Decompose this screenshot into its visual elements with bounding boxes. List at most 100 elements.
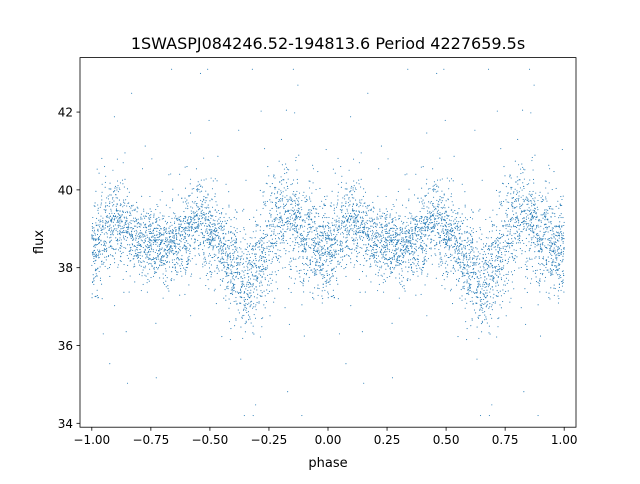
data-point [415,294,417,296]
data-point [512,224,515,226]
data-point [503,274,505,276]
data-point [403,221,405,224]
data-point [278,258,280,260]
data-point [186,227,188,229]
data-point [271,258,273,260]
data-point [528,228,530,230]
data-point [333,295,335,297]
data-point [120,243,122,245]
data-point [408,188,410,190]
data-point [329,257,331,259]
data-point [261,284,263,286]
data-point [100,204,102,206]
data-point [525,220,527,223]
data-point [484,296,486,298]
data-point [242,280,244,282]
data-point [221,213,223,215]
data-point [464,274,466,277]
data-point [130,207,132,209]
data-point [416,258,418,260]
data-point [308,180,310,182]
data-point [109,254,112,256]
data-point [461,295,463,297]
data-point [540,239,542,241]
data-point [395,248,397,250]
data-point [296,190,298,192]
data-point [251,237,253,239]
data-point [266,226,268,228]
data-point [466,282,468,284]
data-point [235,319,237,321]
data-point [469,252,471,254]
data-point [273,220,275,222]
data-point [332,217,334,219]
data-point [194,226,196,229]
data-point [418,201,420,203]
data-point [359,238,362,240]
data-point [557,200,559,202]
data-point [444,228,446,230]
data-point [489,333,491,335]
data-point [537,224,539,226]
data-point [367,254,369,256]
data-point [232,282,234,284]
data-point [228,274,230,277]
data-point [333,268,335,270]
data-point [556,265,558,267]
data-point [274,271,276,273]
data-point [530,225,532,227]
data-point [110,219,112,221]
data-point [111,255,113,257]
data-point [271,207,273,209]
data-point [534,228,536,230]
data-point [434,189,436,191]
data-point [238,312,240,314]
data-point [91,227,94,229]
data-point [356,245,358,247]
data-point [376,224,378,226]
data-point [436,232,438,234]
data-point [370,265,372,267]
data-point [423,260,425,262]
data-point [283,168,285,170]
data-point [414,247,416,250]
data-point [390,228,392,230]
data-point [151,236,153,238]
data-point [529,200,531,202]
data-point [317,287,319,289]
data-point [498,317,500,319]
data-point [111,247,113,249]
data-point [378,283,380,285]
data-point [183,218,185,220]
data-point [511,253,513,255]
data-point [177,257,179,259]
data-point [284,205,286,207]
data-point [491,304,493,306]
data-point [438,209,440,211]
data-point [249,256,251,258]
data-point [507,242,510,244]
data-point [202,233,204,235]
data-point [420,248,422,250]
data-point [117,238,119,240]
data-point [98,226,101,228]
data-point [142,222,144,224]
data-point [365,253,367,255]
data-point [302,250,304,252]
data-point [117,212,119,215]
data-point [356,239,359,241]
data-point [255,275,257,277]
data-point [421,201,423,203]
data-point [168,253,170,255]
data-point [282,191,284,193]
data-point [234,209,236,211]
data-point [422,166,424,168]
data-point [347,221,349,223]
data-point [431,263,433,265]
data-point [418,221,420,223]
data-point [107,216,109,218]
data-point [445,235,447,238]
data-point [301,224,303,226]
data-point [326,251,328,253]
data-point [433,239,435,242]
